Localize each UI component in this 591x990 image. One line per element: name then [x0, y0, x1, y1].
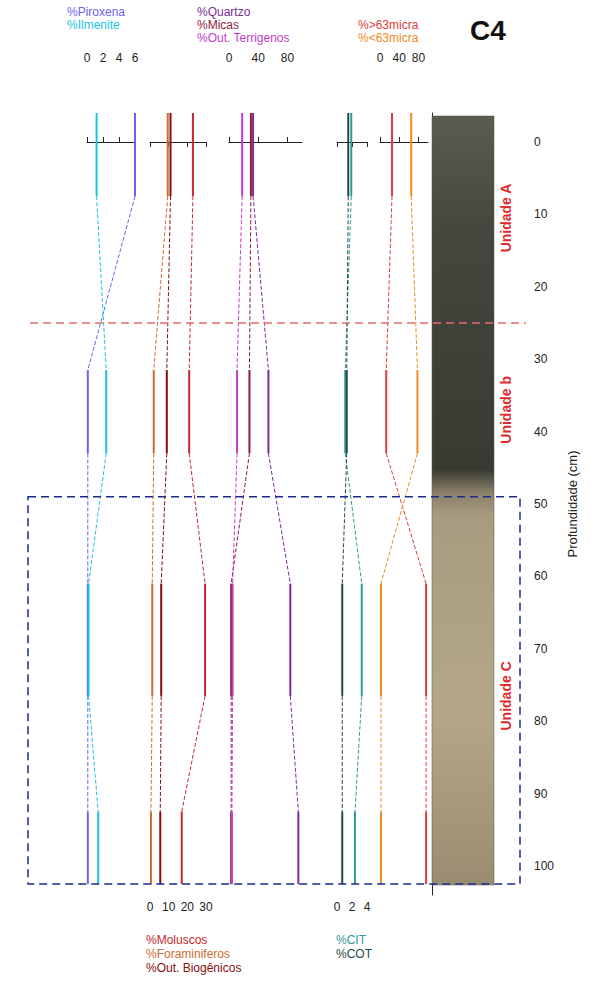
svg-text:%Piroxena: %Piroxena [67, 5, 125, 19]
svg-text:%COT: %COT [336, 947, 373, 961]
svg-text:40: 40 [393, 51, 407, 65]
svg-text:10: 10 [162, 900, 176, 914]
svg-text:40: 40 [252, 51, 266, 65]
svg-text:%<63micra: %<63micra [358, 31, 419, 45]
svg-text:C4: C4 [470, 15, 506, 46]
svg-text:2: 2 [100, 51, 107, 65]
svg-text:0: 0 [84, 51, 91, 65]
svg-text:Profundidade (cm): Profundidade (cm) [565, 451, 580, 558]
svg-text:Unidade b: Unidade b [498, 376, 514, 444]
svg-text:70: 70 [534, 642, 548, 656]
svg-text:4: 4 [364, 900, 371, 914]
svg-text:100: 100 [534, 859, 554, 873]
svg-text:10: 10 [534, 207, 548, 221]
svg-text:%Foraminiferos: %Foraminiferos [146, 947, 230, 961]
svg-text:%CIT: %CIT [336, 933, 367, 947]
svg-text:%Out. Terrigenos: %Out. Terrigenos [197, 31, 290, 45]
svg-text:Unidade C: Unidade C [498, 661, 514, 730]
svg-text:%Micas: %Micas [197, 18, 239, 32]
svg-text:0: 0 [226, 51, 233, 65]
svg-text:4: 4 [116, 51, 123, 65]
svg-text:80: 80 [412, 51, 426, 65]
svg-text:50: 50 [534, 497, 548, 511]
svg-text:80: 80 [281, 51, 295, 65]
svg-text:90: 90 [534, 787, 548, 801]
svg-text:0: 0 [334, 900, 341, 914]
svg-text:30: 30 [534, 352, 548, 366]
svg-text:0: 0 [377, 51, 384, 65]
svg-text:Unidade A: Unidade A [498, 184, 514, 253]
svg-text:0: 0 [147, 900, 154, 914]
svg-text:2: 2 [349, 900, 356, 914]
svg-text:6: 6 [132, 51, 139, 65]
svg-text:20: 20 [181, 900, 195, 914]
svg-text:60: 60 [534, 569, 548, 583]
svg-text:30: 30 [199, 900, 213, 914]
svg-text:%Quartzo: %Quartzo [197, 5, 251, 19]
svg-text:0: 0 [534, 135, 541, 149]
svg-text:80: 80 [534, 714, 548, 728]
svg-text:%Moluscos: %Moluscos [146, 933, 207, 947]
svg-text:40: 40 [534, 425, 548, 439]
svg-text:20: 20 [534, 280, 548, 294]
svg-text:%>63micra: %>63micra [358, 18, 419, 32]
svg-text:%Out. Biogênicos: %Out. Biogênicos [146, 961, 241, 975]
svg-text:%Ilmenite: %Ilmenite [67, 18, 120, 32]
